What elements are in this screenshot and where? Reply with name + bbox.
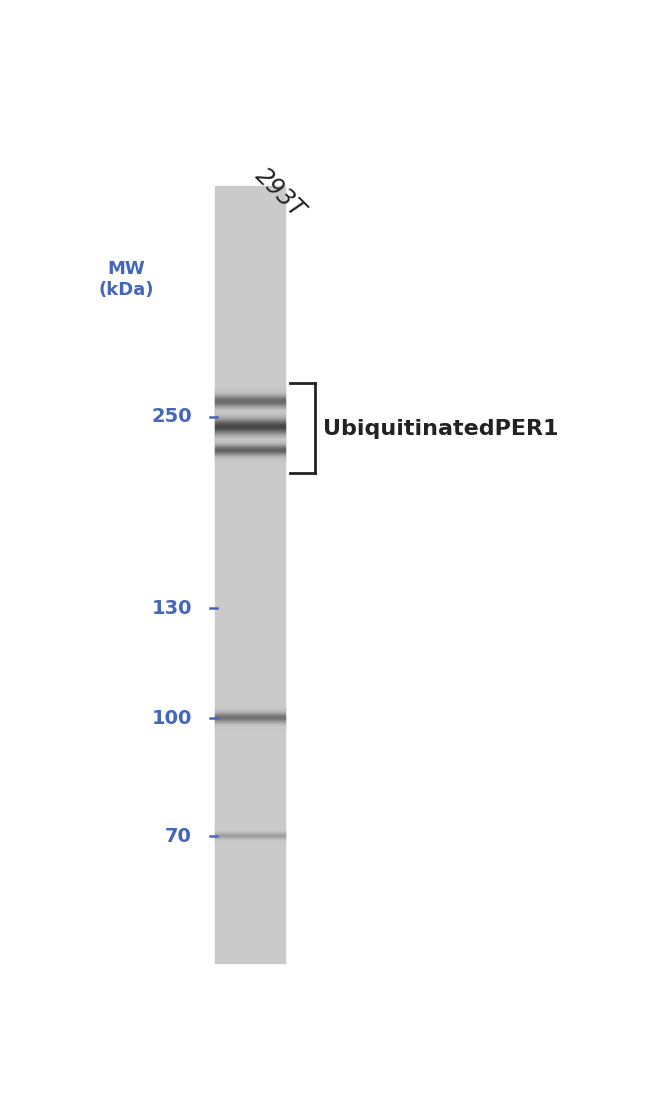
Text: 100: 100 [151,708,192,728]
Text: 250: 250 [151,408,192,426]
Text: 70: 70 [165,826,192,846]
Text: 293T: 293T [250,163,309,222]
Text: MW
(kDa): MW (kDa) [99,260,154,298]
Text: UbiquitinatedPER1: UbiquitinatedPER1 [323,419,558,438]
Text: 130: 130 [151,598,192,618]
Bar [214,186,285,962]
